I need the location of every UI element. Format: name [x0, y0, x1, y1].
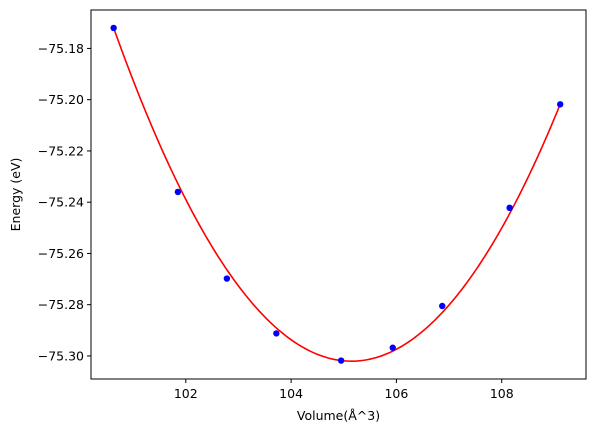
- data-point: [389, 344, 396, 351]
- y-tick-label: −75.30: [38, 348, 84, 363]
- data-point: [439, 302, 446, 310]
- data-point: [557, 101, 564, 108]
- y-tick-label: −75.28: [38, 297, 84, 312]
- y-tick-label: −75.26: [38, 246, 84, 261]
- fit-curve-line: [112, 27, 561, 362]
- x-tick-label: 106: [384, 386, 408, 401]
- fit-curve-layer: [112, 27, 561, 362]
- y-tick-label: −75.20: [38, 92, 84, 107]
- x-tick-label: 102: [174, 386, 198, 401]
- x-axis-ticks: 102 104 106 108: [174, 379, 514, 401]
- y-tick-label: −75.22: [38, 143, 84, 158]
- data-points-layer: [110, 24, 564, 364]
- plot-frame: [90, 9, 587, 380]
- x-tick-label: 108: [490, 386, 514, 401]
- x-tick-label: 104: [279, 386, 303, 401]
- y-axis-label: Energy (eV): [8, 158, 23, 232]
- y-axis-ticks: −75.18 −75.20 −75.22 −75.24 −75.26 −75.28 −75.…: [38, 41, 91, 363]
- data-point: [223, 275, 231, 282]
- y-tick-label: −75.18: [38, 41, 84, 56]
- data-point: [110, 24, 117, 32]
- y-tick-label: −75.24: [38, 195, 84, 210]
- x-axis-label: Volume(Å^3): [297, 408, 380, 423]
- data-point: [273, 330, 280, 337]
- data-point: [337, 357, 345, 364]
- data-point: [174, 188, 182, 196]
- data-point: [506, 204, 513, 212]
